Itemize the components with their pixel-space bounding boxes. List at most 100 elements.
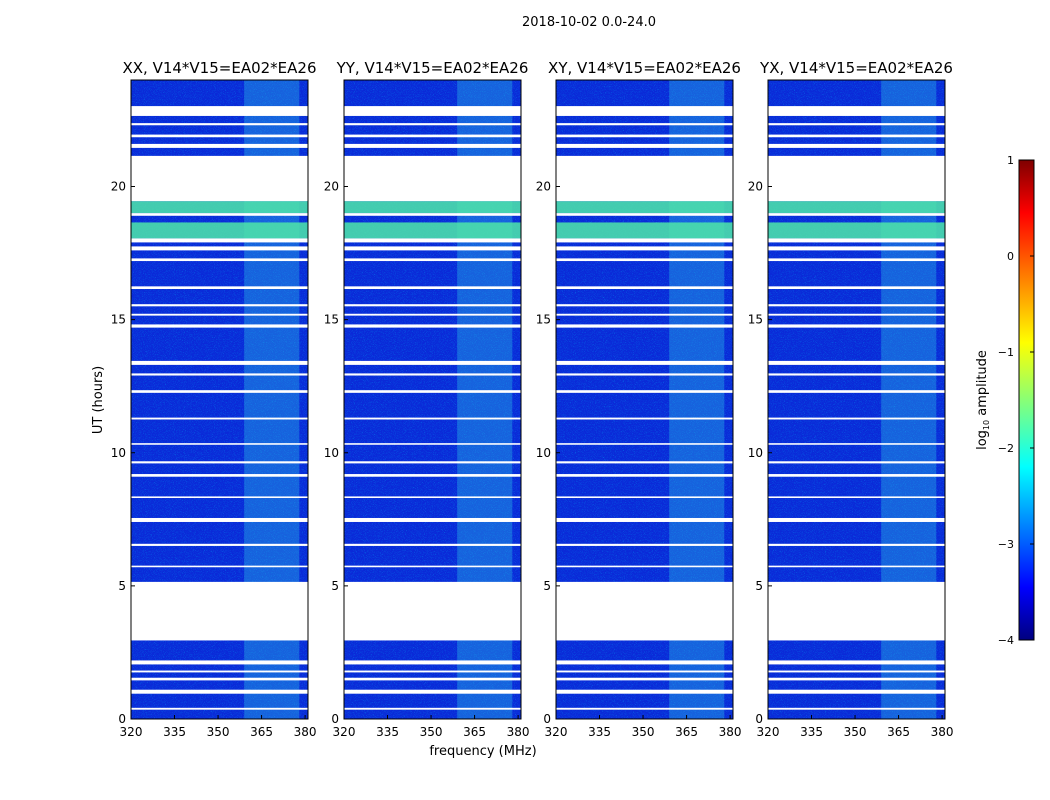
y-tick-label: 5	[118, 579, 126, 593]
y-tick-label: 5	[331, 579, 339, 593]
y-tick-label: 0	[543, 712, 551, 726]
panel-frame	[130, 79, 309, 720]
flagged-gap	[344, 474, 521, 477]
panel-yy: YY, V14*V15=EA02*EA26 320 335 350 365 380 0 5 10…	[324, 59, 530, 739]
flagged-gap	[768, 461, 945, 464]
x-tick-label: 350	[207, 725, 230, 739]
flagged-gap	[344, 461, 521, 464]
y-tick-label: 20	[324, 180, 339, 194]
flagged-gap	[556, 677, 733, 681]
flagged-gap	[556, 324, 733, 328]
flagged-gap	[131, 689, 308, 694]
flagged-gap	[556, 155, 733, 202]
panel-yx: YX, V14*V15=EA02*EA26 320 335 350 365 380 0 5 10…	[748, 59, 954, 739]
flagged-gap	[131, 123, 308, 126]
flagged-gap	[131, 443, 308, 445]
y-axis-label: UT (hours)	[91, 366, 106, 434]
x-tick-label: 320	[120, 725, 143, 739]
hot-row	[768, 201, 945, 214]
figure-suptitle: 2018-10-02 0.0-24.0	[522, 15, 656, 30]
y-tick-label: 0	[331, 712, 339, 726]
flagged-gap	[768, 443, 945, 445]
flagged-gap	[344, 134, 521, 138]
x-tick-label: 365	[463, 725, 486, 739]
flagged-gap	[556, 474, 733, 477]
flagged-gap	[556, 689, 733, 694]
flagged-gap	[344, 443, 521, 445]
flagged-gap	[768, 324, 945, 328]
flagged-gap	[131, 496, 308, 499]
flagged-gap	[768, 373, 945, 376]
y-tick-label: 20	[536, 180, 551, 194]
x-tick-label: 335	[588, 725, 611, 739]
colorbar-tick-label: −4	[998, 634, 1014, 647]
flagged-gap	[131, 324, 308, 328]
y-tick-label: 15	[111, 313, 126, 327]
flagged-gap	[344, 143, 521, 148]
flagged-gap	[131, 707, 308, 710]
panel-frame	[555, 79, 734, 720]
flagged-gap	[131, 106, 308, 116]
flagged-gap	[768, 474, 945, 477]
flagged-gap	[556, 543, 733, 546]
hot-row	[131, 201, 308, 214]
panel-xx: XX, V14*V15=EA02*EA26 320 335 350 365 380 0 5 10…	[111, 59, 317, 739]
hot-row	[556, 201, 733, 214]
x-tick-label: 365	[675, 725, 698, 739]
flagged-gap	[556, 496, 733, 499]
flagged-gap	[131, 373, 308, 376]
flagged-gap	[556, 581, 733, 641]
flagged-gap	[344, 517, 521, 522]
flagged-gap	[131, 417, 308, 420]
flagged-gap	[768, 286, 945, 290]
x-axis-label: frequency (MHz)	[429, 744, 536, 759]
flagged-gap	[344, 155, 521, 202]
panel-title: XY, V14*V15=EA02*EA26	[548, 59, 741, 77]
y-tick-label: 10	[111, 446, 126, 460]
flagged-gap	[768, 543, 945, 546]
flagged-gap	[556, 565, 733, 568]
flagged-gap	[344, 304, 521, 307]
flagged-gap	[131, 360, 308, 365]
flagged-gap	[344, 106, 521, 116]
x-tick-label: 365	[250, 725, 273, 739]
flagged-gap	[131, 390, 308, 393]
flagged-gap	[131, 258, 308, 262]
flagged-gap	[768, 677, 945, 681]
flagged-gap	[131, 581, 308, 641]
y-tick-label: 0	[755, 712, 763, 726]
flagged-gap	[131, 304, 308, 307]
colorbar-tick-label: −2	[998, 442, 1014, 455]
hot-row	[131, 222, 308, 239]
flagged-gap	[556, 258, 733, 262]
flagged-gap	[556, 660, 733, 665]
flagged-gap	[768, 123, 945, 126]
flagged-gap	[344, 707, 521, 710]
flagged-gap	[131, 660, 308, 665]
hot-row	[556, 222, 733, 239]
y-tick-label: 15	[324, 313, 339, 327]
panel-frame	[343, 79, 522, 720]
flagged-gap	[344, 373, 521, 376]
colorbar-ticks: 1 0 −1 −2 −3 −4	[998, 154, 1034, 647]
flagged-gap	[768, 106, 945, 116]
flagged-gap	[556, 304, 733, 307]
y-tick-label: 15	[748, 313, 763, 327]
x-tick-label: 365	[887, 725, 910, 739]
colorbar-label-subscript: 10	[982, 420, 991, 430]
flagged-gap	[131, 246, 308, 251]
x-tick-label: 350	[844, 725, 867, 739]
panels: XX, V14*V15=EA02*EA26 320 335 350 365 380 0 5 10…	[111, 59, 954, 739]
flagged-gap	[131, 313, 308, 316]
y-tick-label: 20	[748, 180, 763, 194]
y-tick-label: 10	[748, 446, 763, 460]
flagged-gap	[556, 213, 733, 216]
y-tick-label: 5	[755, 579, 763, 593]
flagged-gap	[556, 123, 733, 126]
flagged-gap	[131, 238, 308, 243]
y-tick-label: 10	[536, 446, 551, 460]
flagged-gap	[556, 238, 733, 243]
flagged-gap	[768, 304, 945, 307]
x-tick-label: 335	[163, 725, 186, 739]
flagged-gap	[131, 213, 308, 216]
